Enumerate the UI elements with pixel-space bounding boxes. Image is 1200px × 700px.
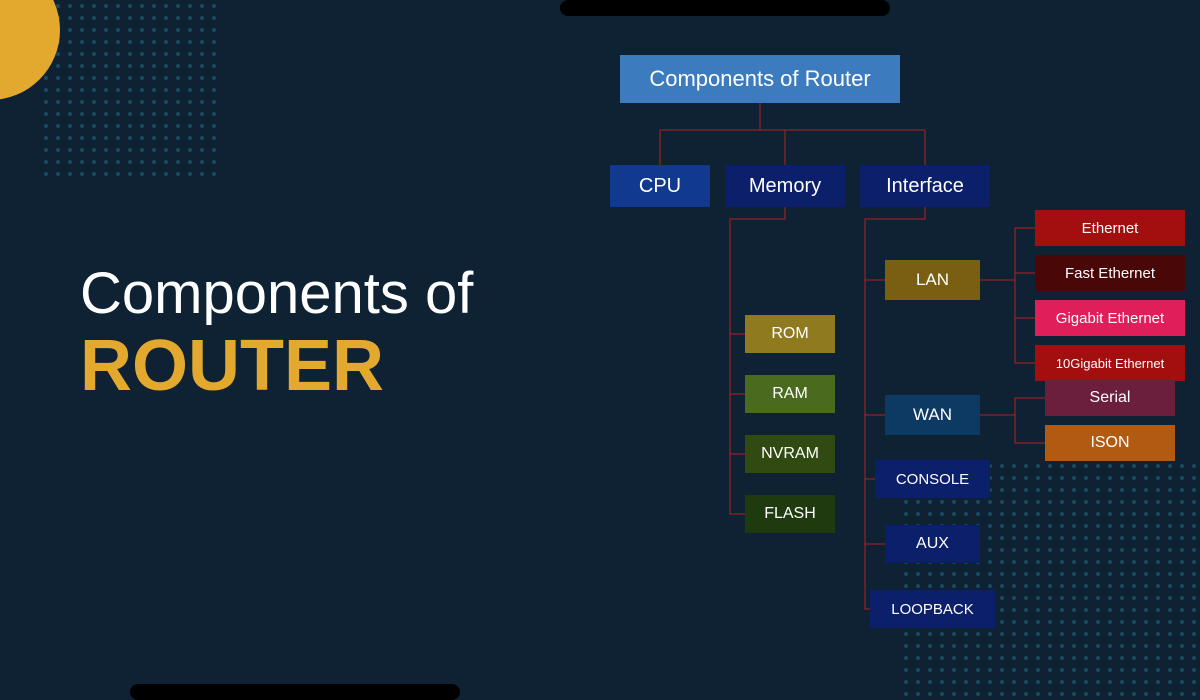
node-eth: Ethernet <box>1035 210 1185 246</box>
node-aux: AUX <box>885 525 980 563</box>
title-line1: Components of <box>80 260 473 327</box>
node-flash: FLASH <box>745 495 835 533</box>
node-memory: Memory <box>725 165 845 207</box>
node-lan: LAN <box>885 260 980 300</box>
infographic-canvas: Components ofROUTER Components of Router C… <box>0 0 1200 700</box>
node-rom: ROM <box>745 315 835 353</box>
node-geth: Gigabit Ethernet <box>1035 300 1185 336</box>
node-cpu: CPU <box>610 165 710 207</box>
node-tgeth: 10Gigabit Ethernet <box>1035 345 1185 381</box>
decor-bar <box>130 684 460 700</box>
node-nvram: NVRAM <box>745 435 835 473</box>
node-ison: ISON <box>1045 425 1175 461</box>
node-wan: WAN <box>885 395 980 435</box>
node-console: CONSOLE <box>875 460 990 498</box>
node-feth: Fast Ethernet <box>1035 255 1185 291</box>
node-interface: Interface <box>860 165 990 207</box>
node-loopback: LOOPBACK <box>870 590 995 628</box>
decor-bar <box>560 0 890 16</box>
title-line2: ROUTER <box>80 325 384 407</box>
node-ram: RAM <box>745 375 835 413</box>
node-serial: Serial <box>1045 380 1175 416</box>
node-root: Components of Router <box>620 55 900 103</box>
